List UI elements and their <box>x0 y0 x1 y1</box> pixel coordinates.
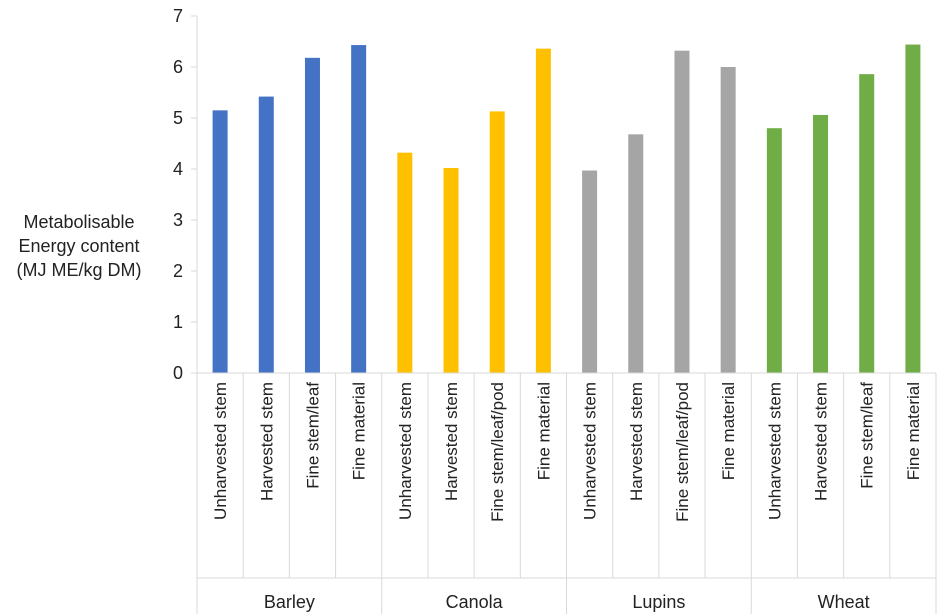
y-tick-label: 1 <box>173 312 183 332</box>
category-label: Harvested stem <box>442 382 461 501</box>
bar <box>905 44 921 374</box>
category-label: Unharvested stem <box>211 382 230 520</box>
category-label: Harvested stem <box>257 382 276 501</box>
y-tick-label: 6 <box>173 57 183 77</box>
category-label: Unharvested stem <box>581 382 600 520</box>
y-tick-label: 4 <box>173 159 183 179</box>
bar <box>258 96 274 373</box>
category-label: Fine material <box>904 382 923 480</box>
category-label: Fine stem/leaf/pod <box>673 382 692 522</box>
bar <box>674 50 690 374</box>
category-label: Fine material <box>719 382 738 480</box>
y-axis-label-line-1: Metabolisable <box>23 212 135 232</box>
y-axis-label: Metabolisable Energy content (MJ ME/kg D… <box>0 210 158 282</box>
y-tick-label: 5 <box>173 108 183 128</box>
bar <box>859 74 875 373</box>
category-label: Unharvested stem <box>396 382 415 520</box>
y-axis-label-line-2: Energy content <box>18 236 140 256</box>
category-label: Unharvested stem <box>765 382 784 520</box>
group-label: Lupins <box>632 592 685 612</box>
bar <box>443 167 459 373</box>
y-tick-label: 0 <box>173 363 183 383</box>
bar <box>212 110 228 373</box>
bar <box>582 170 598 373</box>
bar <box>489 111 505 374</box>
group-label: Barley <box>264 592 315 612</box>
category-label: Fine material <box>534 382 553 480</box>
bar <box>535 48 551 373</box>
category-label: Fine stem/leaf <box>303 382 322 489</box>
bar <box>351 45 367 373</box>
category-label: Harvested stem <box>812 382 831 501</box>
bar <box>397 152 413 373</box>
group-label: Canola <box>446 592 504 612</box>
y-tick-label: 7 <box>173 6 183 26</box>
y-axis-label-line-3: (MJ ME/kg DM) <box>16 260 142 280</box>
y-tick-label: 3 <box>173 210 183 230</box>
category-label: Harvested stem <box>627 382 646 501</box>
bar <box>766 128 782 373</box>
y-tick-label: 2 <box>173 261 183 281</box>
group-label: Wheat <box>818 592 870 612</box>
bar <box>813 114 829 373</box>
category-label: Fine material <box>350 382 369 480</box>
category-label: Fine stem/leaf <box>858 382 877 489</box>
bar <box>304 57 320 373</box>
category-label: Fine stem/leaf/pod <box>488 382 507 522</box>
bar <box>720 67 736 373</box>
bar <box>628 134 644 373</box>
